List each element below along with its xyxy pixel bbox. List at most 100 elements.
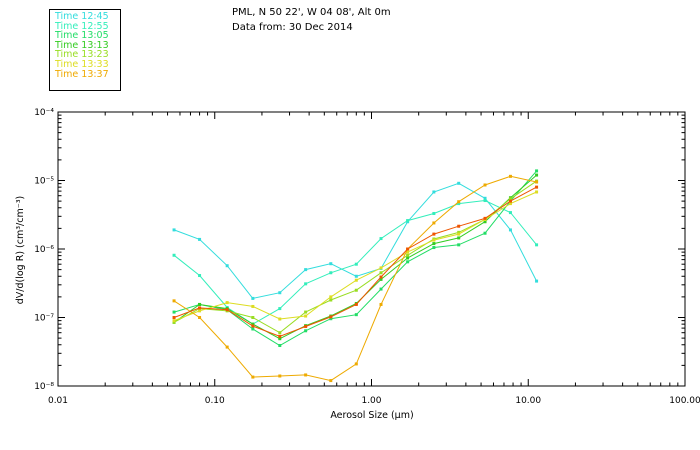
data-point — [172, 316, 176, 319]
data-point — [508, 202, 512, 206]
title-block: PML, N 50 22', W 04 08', Alt 0m Data fro… — [232, 5, 391, 35]
data-point — [432, 221, 436, 225]
y-tick-label: 10⁻⁵ — [34, 177, 54, 187]
data-point — [225, 345, 229, 349]
data-point — [535, 185, 539, 189]
data-point — [457, 232, 461, 236]
data-point — [198, 302, 202, 306]
y-tick-label: 10⁻⁶ — [34, 245, 54, 255]
data-point — [251, 296, 255, 300]
data-point — [508, 211, 512, 215]
data-point — [329, 315, 333, 319]
data-point — [457, 224, 461, 228]
data-point — [278, 291, 282, 295]
data-point — [278, 344, 282, 348]
data-point — [535, 243, 539, 247]
data-point — [172, 253, 176, 257]
legend-entry: Time 13:37 — [55, 68, 109, 80]
data-point — [379, 287, 383, 291]
data-point — [535, 279, 539, 283]
x-tick-label: 100.00 — [669, 396, 700, 406]
data-point — [432, 232, 436, 236]
x-tick-label: 0.01 — [48, 396, 68, 406]
data-point — [508, 199, 512, 203]
data-point — [379, 271, 383, 275]
data-point — [198, 309, 202, 313]
data-point — [304, 373, 308, 377]
x-tick-label: 1.00 — [361, 396, 381, 406]
data-point — [198, 274, 202, 278]
data-point — [172, 320, 176, 324]
data-point — [535, 173, 539, 177]
data-point — [432, 190, 436, 194]
y-tick-label: 10⁻⁴ — [34, 108, 54, 118]
data-point — [251, 316, 255, 319]
data-point — [251, 324, 255, 328]
y-axis-label: dV/d(log R) (cm³/cm⁻³) — [15, 196, 26, 305]
data-point — [251, 327, 255, 331]
data-point — [172, 319, 176, 323]
data-point — [304, 310, 308, 314]
data-point — [354, 278, 358, 282]
data-point — [483, 216, 487, 220]
data-point — [278, 337, 282, 341]
data-point — [198, 316, 202, 319]
legend-entry: Time 13:33 — [55, 58, 109, 70]
data-point — [406, 219, 410, 223]
x-axis-label: Aerosol Size (µm) — [330, 410, 413, 421]
data-point — [329, 295, 333, 299]
data-point — [508, 228, 512, 232]
data-point — [406, 260, 410, 264]
data-point — [354, 288, 358, 292]
data-point — [304, 282, 308, 286]
location-title: PML, N 50 22', W 04 08', Alt 0m — [232, 7, 391, 18]
data-point — [457, 181, 461, 185]
data-point — [304, 324, 308, 328]
data-point — [329, 298, 333, 302]
date-subtitle: Data from: 30 Dec 2014 — [232, 22, 353, 33]
data-point — [172, 310, 176, 314]
data-point — [354, 302, 358, 306]
y-tick-label: 10⁻⁷ — [34, 314, 54, 324]
data-point — [278, 317, 282, 321]
data-point — [329, 317, 333, 321]
data-point — [225, 301, 229, 305]
data-point — [457, 236, 461, 240]
data-point — [379, 275, 383, 279]
data-point — [483, 231, 487, 235]
data-point — [535, 169, 539, 173]
data-point — [278, 374, 282, 378]
data-point — [278, 331, 282, 335]
data-point — [251, 322, 255, 326]
data-point — [354, 362, 358, 366]
data-point — [483, 199, 487, 203]
data-point — [508, 174, 512, 178]
data-point — [457, 200, 461, 204]
legend: Time 12:45 Time 12:55 Time 13:05 Time 13:13… — [49, 9, 121, 91]
data-point — [198, 306, 202, 310]
legend-entry: Time 13:23 — [55, 49, 109, 61]
legend-entry: Time 13:13 — [55, 39, 109, 51]
data-point — [329, 262, 333, 266]
data-point — [457, 230, 461, 234]
data-point — [379, 266, 383, 270]
data-point — [379, 277, 383, 281]
data-point — [172, 228, 176, 232]
data-point — [251, 304, 255, 308]
data-point — [432, 242, 436, 246]
data-point — [406, 253, 410, 257]
data-point — [198, 237, 202, 241]
data-point — [483, 220, 487, 224]
data-point — [354, 313, 358, 317]
data-point — [457, 202, 461, 206]
data-point — [406, 250, 410, 254]
y-tick-label: 10⁻⁸ — [34, 382, 54, 392]
x-tick-label: 10.00 — [515, 396, 541, 406]
data-point — [304, 314, 308, 318]
data-point — [535, 190, 539, 194]
data-point — [483, 183, 487, 187]
data-point — [172, 299, 176, 303]
data-point — [432, 211, 436, 215]
data-point — [432, 238, 436, 242]
data-point — [354, 274, 358, 278]
